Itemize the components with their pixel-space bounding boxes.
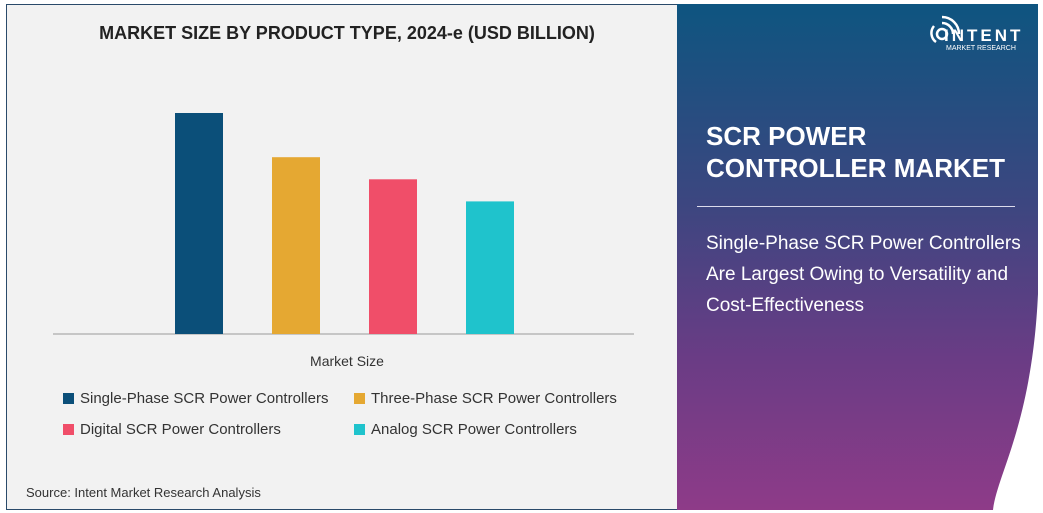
legend-swatch <box>354 393 365 404</box>
bar-analog-scr-power-controllers <box>466 201 514 334</box>
chart-area: MARKET SIZE BY PRODUCT TYPE, 2024-e (USD… <box>6 4 686 510</box>
legend-swatch <box>63 393 74 404</box>
legend-item: Digital SCR Power Controllers <box>63 421 281 438</box>
title-line: SCR POWER <box>706 121 867 151</box>
report-subtitle: Single-Phase SCR Power Controllers Are L… <box>706 233 1021 316</box>
title-line: CONTROLLER MARKET <box>706 153 1005 183</box>
source-note: Source: Intent Market Research Analysis <box>26 485 261 500</box>
logo-brand: INTENT <box>944 26 1024 45</box>
bar-three-phase-scr-power-controllers <box>272 157 320 334</box>
bar-single-phase-scr-power-controllers <box>175 113 223 334</box>
chart-title: MARKET SIZE BY PRODUCT TYPE, 2024-e (USD… <box>99 23 595 43</box>
report-title: SCR POWER CONTROLLER MARKET <box>706 120 1005 184</box>
legend-label: Digital SCR Power Controllers <box>80 421 281 438</box>
signal-icon <box>930 15 961 44</box>
bar-digital-scr-power-controllers <box>369 179 417 334</box>
legend-label: Single-Phase SCR Power Controllers <box>80 390 329 407</box>
x-axis-label: Market Size <box>310 353 384 369</box>
legend-item: Analog SCR Power Controllers <box>354 421 577 438</box>
legend-swatch <box>354 424 365 435</box>
legend-item: Single-Phase SCR Power Controllers <box>63 390 328 407</box>
legend-label: Analog SCR Power Controllers <box>371 421 577 438</box>
bar-chart <box>53 113 634 335</box>
legend-swatch <box>63 424 74 435</box>
divider <box>697 206 1015 207</box>
info-panel <box>677 4 1038 510</box>
legend-item: Three-Phase SCR Power Controllers <box>354 390 617 407</box>
logo-subtitle: MARKET RESEARCH <box>946 45 1016 52</box>
legend-label: Three-Phase SCR Power Controllers <box>371 390 617 407</box>
